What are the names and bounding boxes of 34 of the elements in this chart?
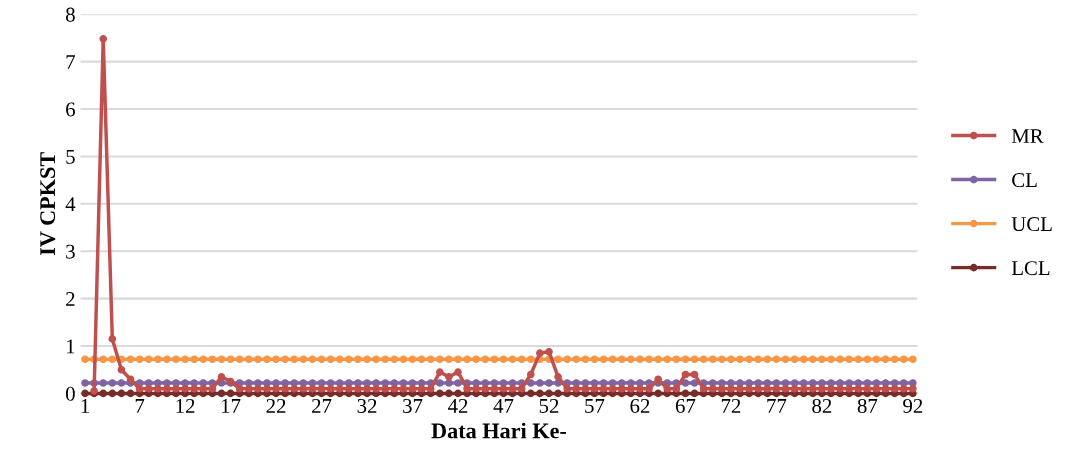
y-axis-title: IV CPKST [40,152,56,256]
legend-label: CL [1012,173,1037,188]
legend-label: LCL [1011,261,1050,276]
x-tick-label: 12 [176,398,195,413]
legend-label: UCL [1011,217,1052,232]
y-tick-label: 6 [66,102,75,117]
x-tick-label: 92 [903,398,923,413]
y-tick-label: 1 [67,339,75,354]
y-tick-label: 8 [65,7,75,22]
x-tick-label: 62 [630,398,650,413]
x-tick-label: 67 [675,398,696,413]
y-tick-label: 4 [65,197,76,212]
x-tick-label: 52 [539,398,559,413]
x-tick-label: 82 [812,398,832,413]
y-tick-label: 3 [66,244,75,259]
y-tick-label: 2 [66,292,75,306]
y-tick-label: 7 [66,55,76,69]
x-tick-label: 57 [585,399,605,413]
x-tick-label: 27 [312,398,332,413]
x-tick-label: 37 [403,398,423,413]
x-axis-title: Data Hari Ke- [431,422,567,439]
x-tick-label: 17 [221,398,241,413]
x-tick-label: 42 [448,398,468,413]
x-tick-label: 77 [767,399,787,413]
x-tick-label: 87 [857,398,878,413]
legend-label: MR [1011,129,1044,143]
x-tick-label: 72 [721,398,741,413]
y-tick-label: 0 [65,386,75,401]
x-tick-label: 32 [357,398,377,413]
x-tick-label: 47 [493,399,514,413]
x-tick-label: 22 [266,398,286,413]
x-tick-label: 7 [135,399,145,413]
y-tick-label: 5 [66,150,75,164]
x-tick-label: 1 [81,398,89,413]
